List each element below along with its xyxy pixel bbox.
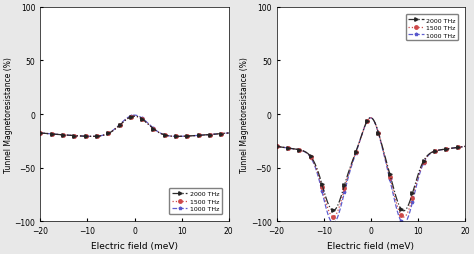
1500 THz <box>421 160 427 163</box>
1500 THz <box>401 216 407 219</box>
1000 THz <box>120 120 126 123</box>
1500 THz <box>132 115 137 118</box>
1500 THz <box>462 145 468 148</box>
1000 THz <box>401 222 407 225</box>
2000 THz <box>357 140 363 143</box>
2000 THz <box>167 135 173 138</box>
2000 THz <box>120 121 126 124</box>
1500 THz <box>57 134 63 137</box>
Y-axis label: Tunnel Magnetoresistance (%): Tunnel Magnetoresistance (%) <box>4 57 13 172</box>
1000 THz <box>293 148 299 151</box>
Line: 2000 THz: 2000 THz <box>275 117 467 213</box>
X-axis label: Electric field (meV): Electric field (meV) <box>328 241 414 250</box>
1500 THz <box>368 117 374 120</box>
X-axis label: Electric field (meV): Electric field (meV) <box>91 241 178 250</box>
1500 THz <box>357 140 363 144</box>
1500 THz <box>89 135 95 138</box>
Line: 1500 THz: 1500 THz <box>275 117 467 219</box>
2000 THz <box>350 159 356 162</box>
1000 THz <box>132 114 137 117</box>
1000 THz <box>185 135 191 138</box>
Line: 1000 THz: 1000 THz <box>38 114 230 139</box>
1000 THz <box>167 135 173 138</box>
2000 THz <box>403 208 409 211</box>
1000 THz <box>403 220 409 223</box>
Line: 2000 THz: 2000 THz <box>38 115 230 139</box>
2000 THz <box>132 115 137 118</box>
2000 THz <box>114 127 119 130</box>
1500 THz <box>188 135 194 138</box>
1500 THz <box>350 160 356 163</box>
2000 THz <box>274 145 280 148</box>
2000 THz <box>188 135 194 138</box>
Line: 1000 THz: 1000 THz <box>275 117 467 225</box>
1500 THz <box>185 135 191 138</box>
1000 THz <box>350 161 356 164</box>
2000 THz <box>401 210 407 213</box>
1000 THz <box>188 135 194 138</box>
1000 THz <box>274 145 280 148</box>
Y-axis label: Tunnel Magnetoresistance (%): Tunnel Magnetoresistance (%) <box>240 57 249 172</box>
1500 THz <box>293 148 299 151</box>
1500 THz <box>226 132 232 135</box>
1000 THz <box>89 135 94 138</box>
2000 THz <box>424 154 430 157</box>
1500 THz <box>120 121 126 124</box>
1500 THz <box>167 135 173 138</box>
2000 THz <box>89 135 95 138</box>
1500 THz <box>403 214 409 217</box>
2000 THz <box>185 135 191 138</box>
1000 THz <box>357 141 363 144</box>
1000 THz <box>226 132 232 135</box>
2000 THz <box>462 145 468 148</box>
Line: 1500 THz: 1500 THz <box>38 115 230 139</box>
1000 THz <box>114 126 119 129</box>
1500 THz <box>274 145 280 148</box>
1500 THz <box>424 155 430 158</box>
2000 THz <box>421 159 427 162</box>
Legend: 2000 THz, 1500 THz, 1000 THz: 2000 THz, 1500 THz, 1000 THz <box>169 188 222 214</box>
2000 THz <box>226 132 232 135</box>
2000 THz <box>368 117 374 120</box>
1500 THz <box>37 132 43 135</box>
1000 THz <box>424 155 430 158</box>
2000 THz <box>37 132 43 135</box>
1000 THz <box>57 134 63 137</box>
Legend: 2000 THz, 1500 THz, 1000 THz: 2000 THz, 1500 THz, 1000 THz <box>405 15 458 41</box>
2000 THz <box>57 134 63 137</box>
1000 THz <box>368 117 374 120</box>
1000 THz <box>421 161 427 164</box>
1000 THz <box>462 145 468 148</box>
2000 THz <box>293 148 299 151</box>
1500 THz <box>114 127 119 130</box>
1000 THz <box>37 132 43 135</box>
